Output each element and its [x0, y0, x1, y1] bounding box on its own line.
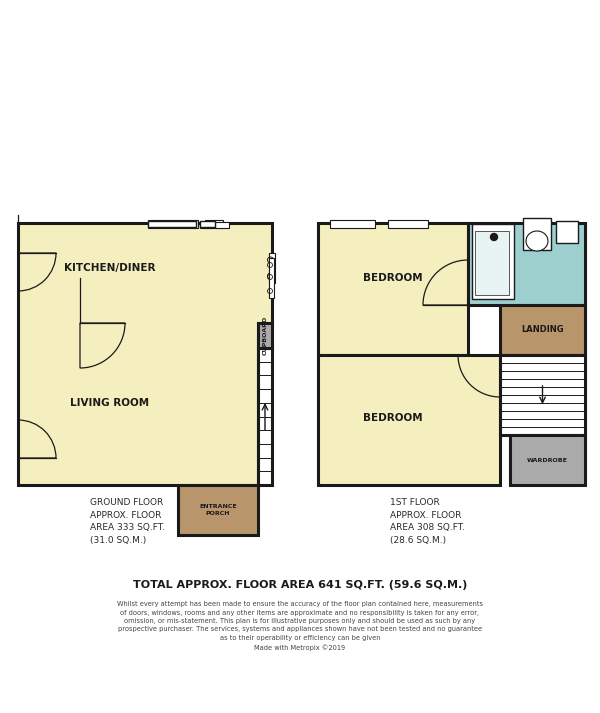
Text: CUPBOARD: CUPBOARD	[263, 316, 268, 355]
Bar	[475, 231, 509, 295]
Bar	[258, 323, 272, 348]
Text: TOTAL APPROX. FLOOR AREA 641 SQ.FT. (59.6 SQ.M.): TOTAL APPROX. FLOOR AREA 641 SQ.FT. (59.…	[133, 580, 467, 590]
Text: GROUND FLOOR
APPROX. FLOOR
AREA 333 SQ.FT.
(31.0 SQ.M.): GROUND FLOOR APPROX. FLOOR AREA 333 SQ.F…	[90, 498, 165, 545]
Text: 1ST FLOOR
APPROX. FLOOR
AREA 308 SQ.FT.
(28.6 SQ.M.): 1ST FLOOR APPROX. FLOOR AREA 308 SQ.FT. …	[390, 498, 465, 545]
Bar	[269, 258, 274, 298]
Bar	[200, 222, 212, 228]
Bar	[556, 221, 578, 243]
Text: BEDROOM: BEDROOM	[363, 273, 423, 283]
Bar	[178, 485, 258, 535]
Polygon shape	[500, 305, 585, 355]
Ellipse shape	[526, 231, 548, 251]
Bar	[388, 220, 428, 228]
Polygon shape	[318, 223, 468, 355]
Bar	[148, 221, 196, 227]
Text: LANDING: LANDING	[521, 326, 565, 334]
Bar	[148, 220, 198, 228]
Bar	[269, 253, 275, 283]
Polygon shape	[468, 223, 585, 305]
Bar	[472, 224, 514, 299]
Text: ENTRANCE
PORCH: ENTRANCE PORCH	[199, 504, 237, 515]
Polygon shape	[18, 223, 272, 485]
Bar	[500, 355, 585, 435]
Bar	[205, 220, 223, 228]
Bar	[215, 222, 229, 228]
Text: KITCHEN/DINER: KITCHEN/DINER	[64, 263, 156, 273]
Bar	[200, 221, 215, 227]
Text: BEDROOM: BEDROOM	[363, 413, 423, 423]
Polygon shape	[318, 355, 500, 485]
Circle shape	[491, 233, 497, 240]
Bar	[258, 348, 272, 485]
Bar	[330, 220, 375, 228]
Bar	[523, 218, 551, 250]
Text: Whilst every attempt has been made to ensure the accuracy of the floor plan cont: Whilst every attempt has been made to en…	[117, 601, 483, 650]
Text: WARDROBE: WARDROBE	[527, 458, 568, 463]
Text: LIVING ROOM: LIVING ROOM	[70, 398, 149, 408]
Bar	[510, 435, 585, 485]
